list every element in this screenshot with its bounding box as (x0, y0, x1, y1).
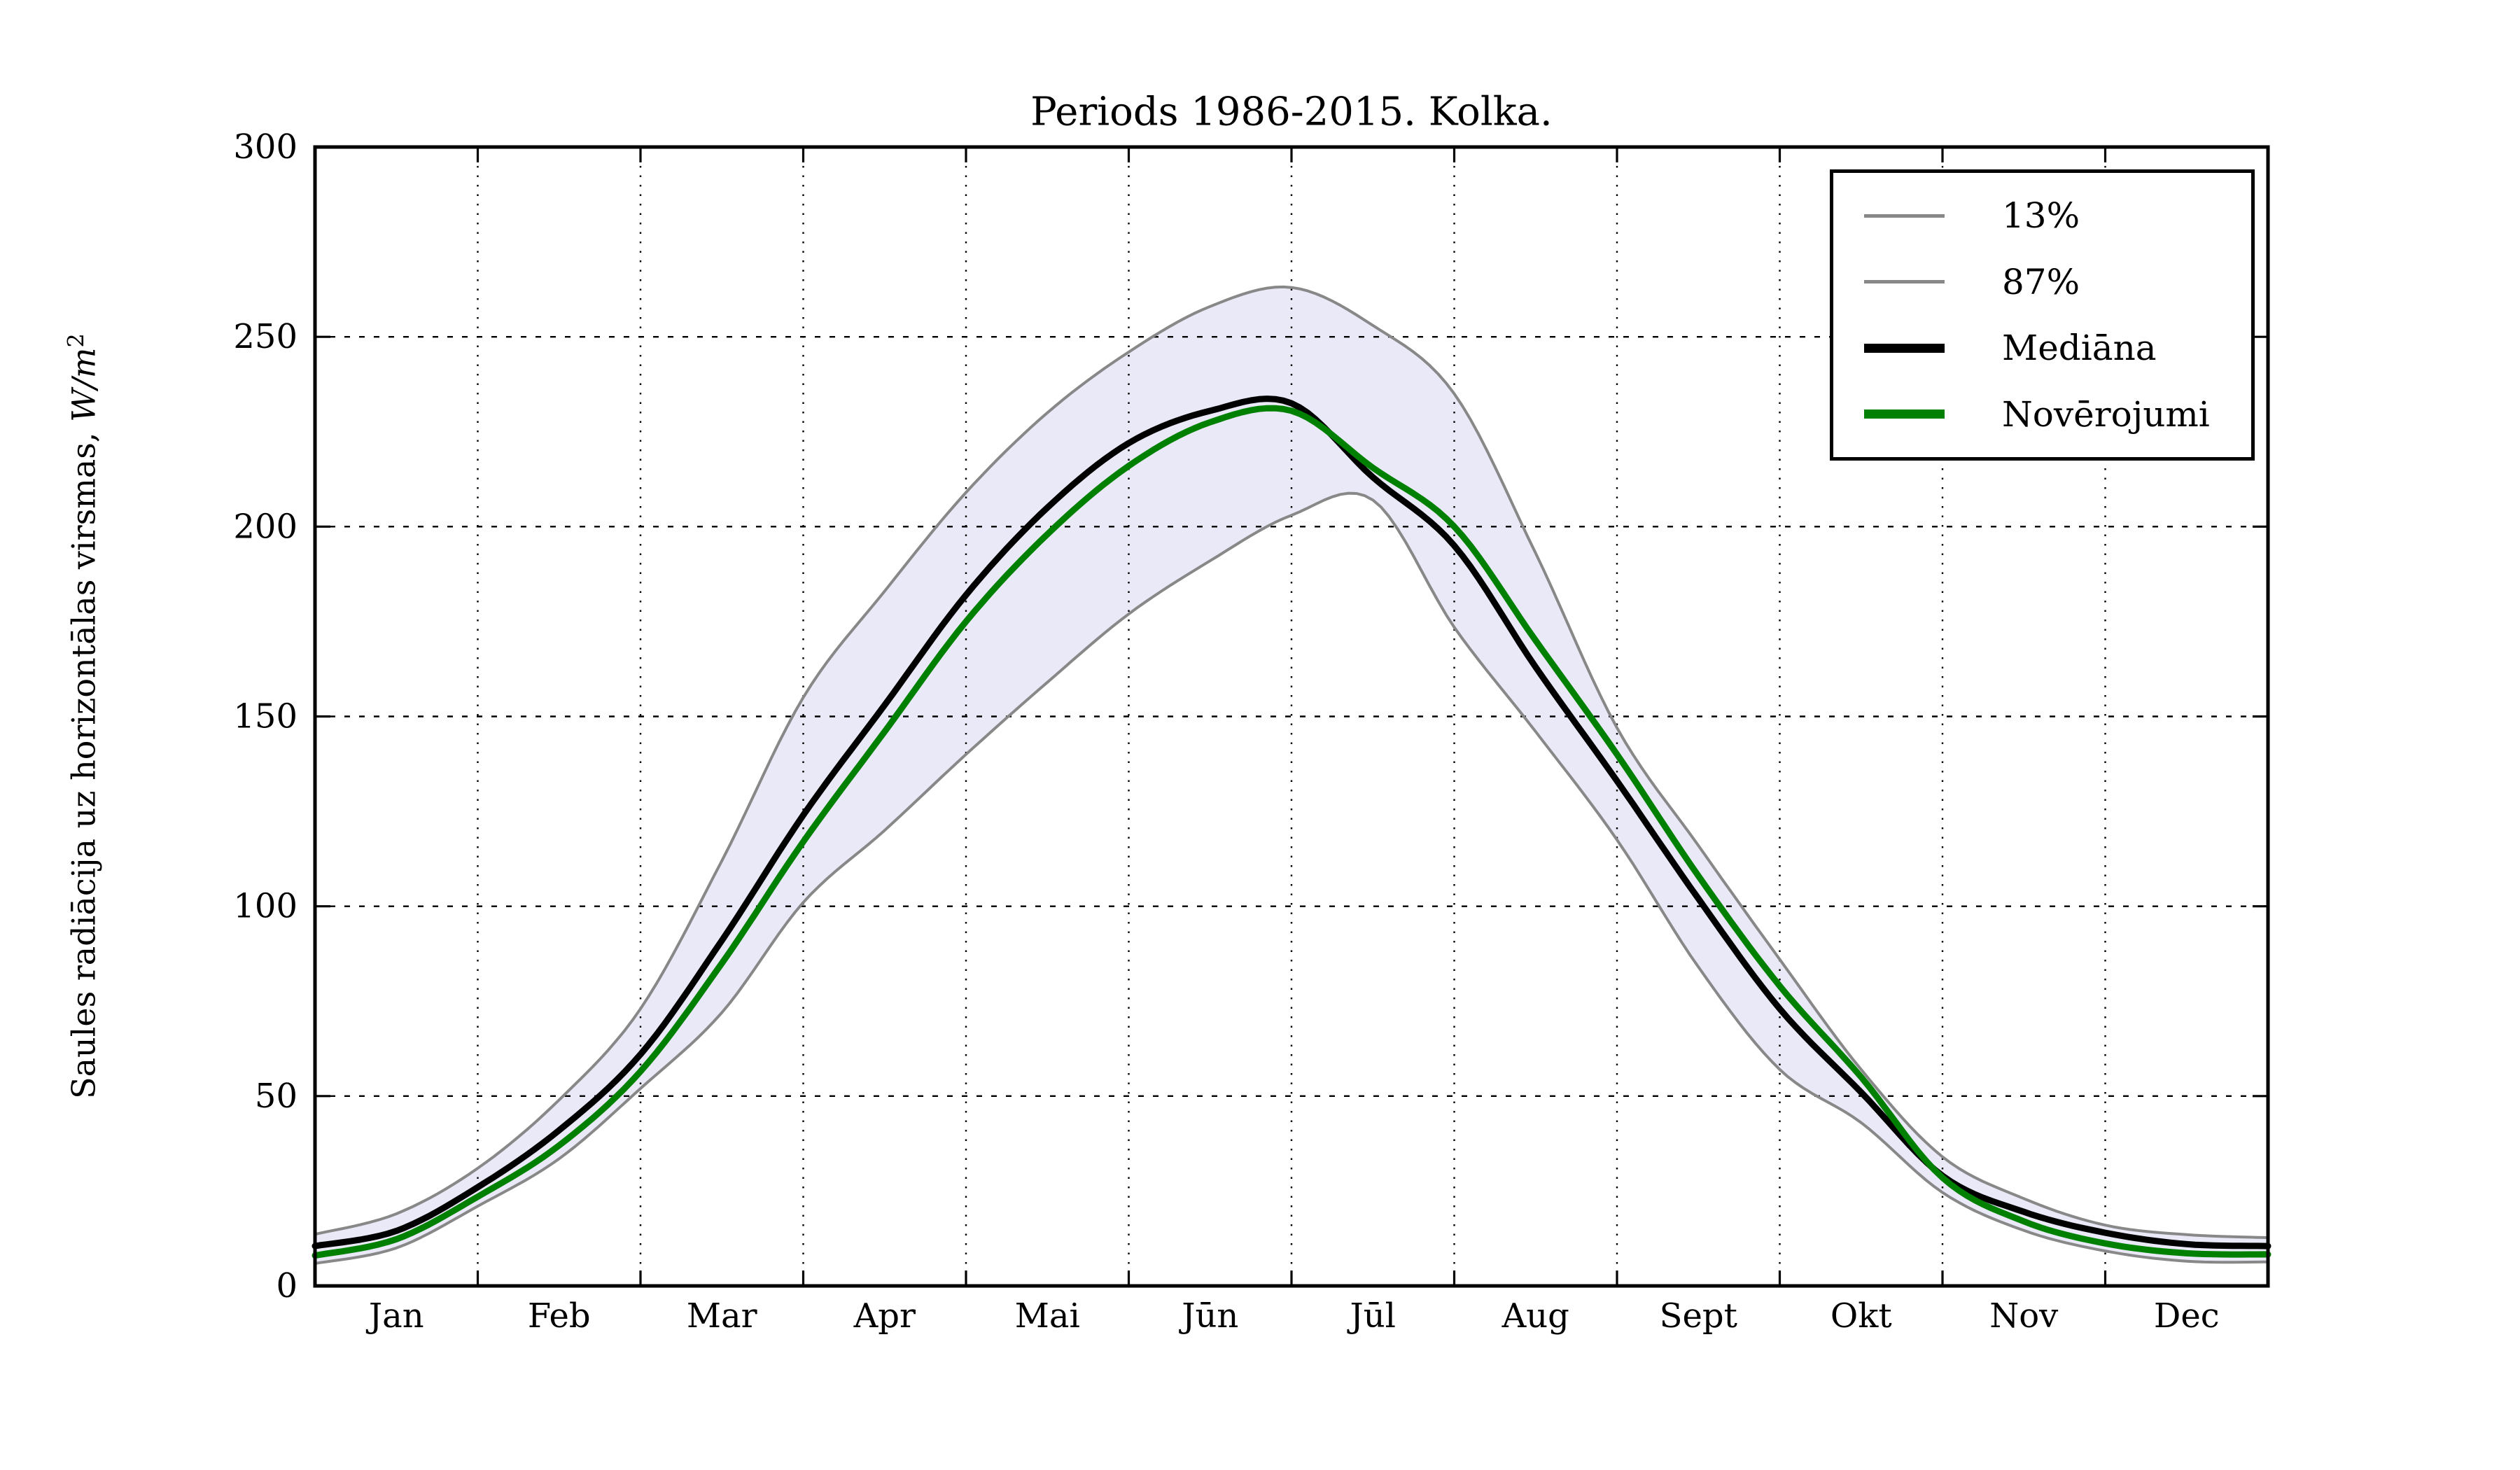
x-tick-label-jan: Jan (365, 1296, 424, 1336)
y-tick-label: 100 (233, 887, 298, 926)
y-axis-label: Saules radiācija uz horizontālas virsmas… (62, 333, 102, 1099)
x-tick-label-jūn: Jūn (1178, 1296, 1238, 1336)
y-axis-unit-exponent: 2 (62, 333, 90, 348)
legend: 13% 87% Mediāna Novērojumi (1830, 169, 2255, 461)
legend-item-label: Mediāna (2002, 328, 2157, 369)
legend-line-swatch-13-percent-icon (1864, 214, 1945, 218)
legend-line-swatch-mediana-icon (1864, 343, 1945, 353)
x-tick-label-dec: Dec (2154, 1296, 2220, 1336)
confidence-band (315, 286, 2268, 1264)
x-tick-label-aug: Aug (1502, 1296, 1569, 1336)
x-tick-label-mar: Mar (687, 1296, 757, 1336)
x-tick-label-jūl: Jūl (1346, 1296, 1396, 1336)
x-tick-label-sept: Sept (1660, 1296, 1737, 1336)
x-tick-label-okt: Okt (1830, 1296, 1892, 1336)
x-tick-label-apr: Apr (853, 1296, 916, 1336)
legend-item-label: 13% (2002, 195, 2080, 237)
legend-item-noverojumi: Novērojumi (1833, 382, 2251, 448)
y-axis-label-text: Saules radiācija uz horizontālas virsmas… (64, 421, 103, 1099)
y-tick-label: 0 (276, 1266, 298, 1306)
series-line-observations (312, 405, 2272, 1259)
y-tick-label: 150 (233, 697, 298, 736)
y-tick-label: 200 (233, 507, 298, 546)
x-tick-label-nov: Nov (1989, 1296, 2058, 1336)
legend-item-mediana: Mediāna (1833, 315, 2251, 382)
y-tick-label: 300 (233, 127, 298, 167)
chart-title: Periods 1986-2015. Kolka. (1030, 89, 1553, 135)
legend-line-swatch-87-percent-icon (1864, 280, 1945, 284)
legend-line-swatch-noverojumi-icon (1864, 410, 1945, 419)
series-line-percentile-lower (314, 491, 2269, 1265)
legend-item-label: 87% (2002, 261, 2080, 302)
x-tick-label-feb: Feb (528, 1296, 591, 1336)
legend-item-87-percent: 87% (1833, 249, 2251, 316)
y-tick-label: 50 (255, 1077, 298, 1116)
y-axis-unit: W/m (64, 347, 103, 422)
legend-item-13-percent: 13% (1833, 183, 2251, 249)
legend-item-label: Novērojumi (2002, 393, 2210, 435)
x-tick-label-mai: Mai (1015, 1296, 1080, 1336)
series-line-percentile-upper (314, 285, 2269, 1240)
y-tick-label: 250 (233, 317, 298, 356)
